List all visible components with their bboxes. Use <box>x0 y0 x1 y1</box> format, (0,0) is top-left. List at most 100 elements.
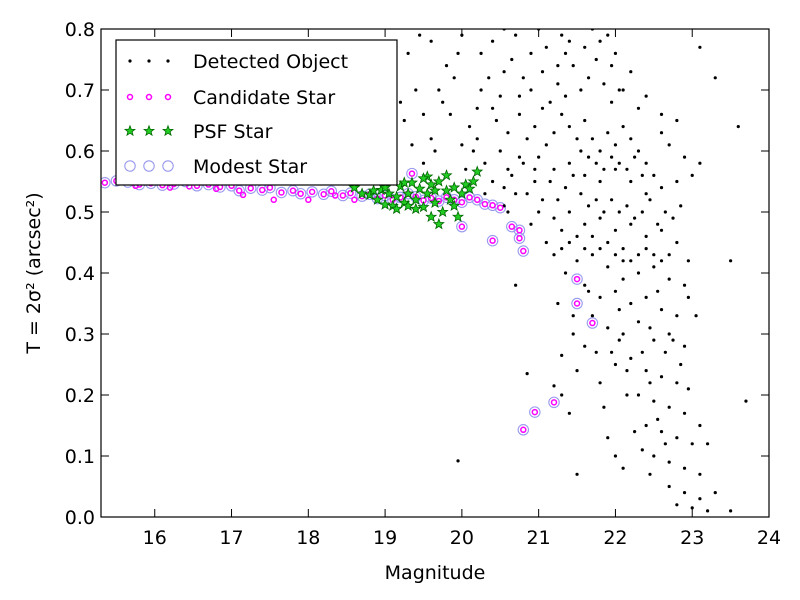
point-dot <box>675 503 679 507</box>
point-circle-open <box>101 176 111 189</box>
point-dot <box>441 100 445 104</box>
point-dot <box>483 161 487 165</box>
ticks-layer: 16 17 18 19 20 21 22 23 24 0.0 0.1 0.2 0.3 0.4 0.5 0.6 0… <box>65 19 781 549</box>
point-circle-small <box>320 191 327 198</box>
point-dot <box>644 247 648 251</box>
x-tick-label: 16 <box>143 527 167 549</box>
point-dot <box>567 125 571 129</box>
point-dot <box>621 88 625 92</box>
point-dot <box>659 259 664 263</box>
point-dot <box>464 167 468 171</box>
point-dot <box>525 192 529 196</box>
point-star <box>428 184 442 196</box>
point-dot <box>552 131 556 135</box>
point-dot <box>679 204 683 208</box>
point-dot <box>606 326 610 330</box>
point-star <box>417 172 430 184</box>
point-dot <box>705 442 710 446</box>
point-star <box>390 202 403 215</box>
point-dot <box>556 64 560 68</box>
point-dot <box>690 442 694 446</box>
point-dot <box>736 125 740 129</box>
point-dot <box>487 76 491 80</box>
point-dot <box>648 381 652 385</box>
point-star <box>455 187 468 199</box>
point-dot <box>540 106 545 110</box>
point-dot <box>675 118 679 123</box>
point-dot <box>659 186 664 190</box>
point-dot <box>575 472 579 476</box>
point-dot <box>594 198 598 202</box>
point-dot <box>514 192 518 196</box>
point-circle-small <box>408 170 416 177</box>
point-dot <box>533 125 537 129</box>
legend-marker-circle-open <box>124 160 136 172</box>
point-star <box>428 196 442 208</box>
point-dot <box>625 167 629 171</box>
point-dot <box>606 240 610 245</box>
point-dot <box>456 51 460 56</box>
point-dot <box>571 173 575 177</box>
point-dot <box>586 155 591 159</box>
x-tick-label: 17 <box>219 527 243 549</box>
point-dot <box>667 460 671 464</box>
point-dot <box>656 222 660 226</box>
point-circle-small <box>328 188 335 195</box>
point-dot <box>421 112 426 116</box>
point-dot <box>475 137 479 141</box>
legend-label: Candidate Star <box>193 87 335 109</box>
point-dot <box>659 375 664 379</box>
point-circle-small <box>520 426 527 434</box>
point-circle-open <box>517 245 530 257</box>
point-dot <box>594 161 598 165</box>
point-dot <box>490 106 495 110</box>
point-circle-small <box>101 179 109 186</box>
point-dot <box>729 509 733 513</box>
point-star <box>367 184 380 196</box>
point-circle-small <box>520 247 527 255</box>
point-dot <box>644 423 648 428</box>
point-dot <box>575 234 579 238</box>
point-dot <box>579 88 583 92</box>
legend-marker-circle-small <box>164 93 172 101</box>
point-dot <box>460 143 464 147</box>
point-dot <box>613 167 618 171</box>
point-dot <box>560 228 564 232</box>
point-dot <box>633 430 637 434</box>
point-circle-small <box>516 234 523 242</box>
point-star <box>371 193 384 205</box>
point-dot <box>483 192 487 196</box>
point-dot <box>652 253 656 257</box>
point-dot <box>437 88 441 92</box>
point-dot <box>544 240 548 245</box>
point-dot <box>629 179 633 184</box>
point-dot <box>609 64 614 68</box>
point-dot <box>713 491 717 495</box>
point-circle-small <box>427 194 435 202</box>
point-dot <box>613 143 618 147</box>
x-tick-label: 18 <box>296 527 320 549</box>
point-dot <box>583 173 587 177</box>
point-dot <box>517 94 522 98</box>
point-dot <box>644 295 648 299</box>
point-dot <box>698 497 702 501</box>
point-dot <box>609 198 614 202</box>
point-dot <box>575 137 579 141</box>
point-dot <box>613 253 618 257</box>
point-dot <box>633 216 637 220</box>
point-dot <box>602 82 606 86</box>
point-circle-open <box>306 186 318 198</box>
point-dot <box>579 149 583 153</box>
point-circle-small <box>351 196 358 204</box>
point-star <box>440 184 453 196</box>
point-dot <box>652 454 656 458</box>
point-dot <box>640 448 644 452</box>
point-dot <box>586 76 591 80</box>
legend-label: Detected Object <box>193 51 348 73</box>
point-dot <box>663 210 667 214</box>
x-tick-label: 20 <box>450 527 474 549</box>
point-dot <box>548 179 552 184</box>
point-circle-small <box>331 192 339 199</box>
point-dot <box>690 173 694 177</box>
